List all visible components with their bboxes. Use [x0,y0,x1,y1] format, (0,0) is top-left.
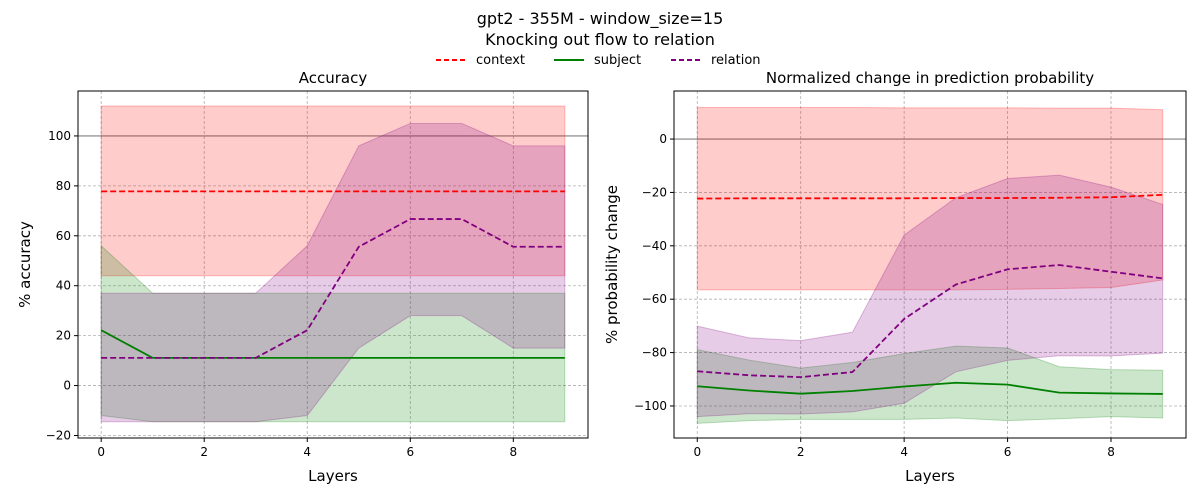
x-tick-label: 0 [97,445,105,459]
band-context [696,107,1164,291]
y-tick-label: 80 [56,179,71,193]
x-tick-label: 2 [200,445,208,459]
legend-label-relation: relation [711,53,761,68]
band-relation [696,174,1164,418]
x-tick-label: 8 [509,445,517,459]
y-tick-label: 0 [63,379,71,393]
axes-frame [77,90,589,439]
y-tick-label: −40 [642,239,667,253]
band-context [100,105,566,277]
y-axis-label: % accuracy [16,221,34,308]
x-tick-label: 4 [303,445,311,459]
plot-area [78,105,588,423]
figure-title-line2: Knocking out flow to relation [485,30,715,49]
legend-label-context: context [476,53,525,68]
series-line-relation [101,218,565,359]
legend: context subject relation [436,53,761,68]
y-tick-label: −100 [634,399,667,413]
figure-title-line1: gpt2 - 355M - window_size=15 [477,9,724,29]
y-tick-label: −20 [642,185,667,199]
y-axis-label: % probability change [603,185,621,344]
band-subject [100,244,566,423]
y-tick-label: −20 [46,429,71,443]
series-line-relation [697,264,1163,379]
probability-change-chart: 0 2 4 6 8 −100 −80 −60 −40 −20 0 Normalized change … [603,69,1187,485]
y-tick-label: 0 [659,132,667,146]
band-relation [100,122,566,423]
chart-title: Accuracy [299,69,368,87]
x-tick-label: 6 [1004,445,1012,459]
x-tick-label: 6 [406,445,414,459]
y-tick-label: −80 [642,346,667,360]
y-tick-label: 40 [56,279,71,293]
x-tick-label: 2 [797,445,805,459]
accuracy-chart: 0 2 4 6 8 −20 0 20 40 60 80 100 Accuracy Layers % accu… [16,69,589,485]
x-tick-label: 8 [1107,445,1115,459]
y-tick-label: −60 [642,292,667,306]
x-tick-label: 0 [693,445,701,459]
y-tick-label: 60 [56,229,71,243]
x-tick-label: 4 [900,445,908,459]
x-axis-label: Layers [905,467,955,485]
x-axis-label: Layers [308,467,358,485]
plot-area [674,107,1186,424]
series-line-subject [697,381,1163,395]
y-tick-label: 100 [48,129,71,143]
legend-label-subject: subject [594,53,641,68]
axes-frame [673,90,1187,439]
series-line-context [697,193,1163,200]
chart-title: Normalized change in prediction probabil… [766,69,1094,87]
y-tick-label: 20 [56,329,71,343]
